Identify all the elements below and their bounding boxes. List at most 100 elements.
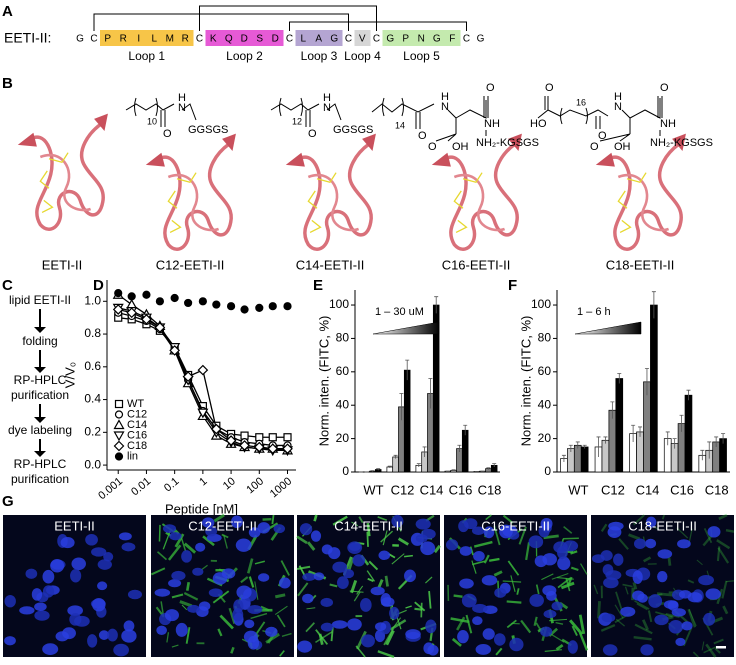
chemical-label: GGSGS — [188, 124, 228, 136]
nucleus — [32, 588, 42, 601]
chemical-bond — [372, 96, 488, 141]
data-point — [284, 434, 291, 441]
x-tick-label: 100 — [244, 475, 266, 496]
nucleus — [529, 594, 544, 607]
chemical-label: N — [323, 102, 331, 114]
x-tick-label: C16 — [670, 482, 694, 497]
residue: C — [196, 34, 203, 45]
nucleus — [347, 541, 362, 554]
nucleus — [244, 619, 254, 628]
nucleus — [42, 643, 58, 655]
membrane-stain — [367, 532, 368, 547]
data-point — [171, 295, 178, 302]
nucleus — [119, 532, 132, 540]
nucleus — [473, 551, 485, 561]
nucleus — [688, 592, 703, 602]
nucleus — [416, 534, 428, 542]
y-axis-label: V/V₀ — [62, 362, 77, 388]
chemical-label: N — [441, 101, 449, 113]
workflow-step: RP-HPLC — [14, 457, 67, 471]
data-point — [256, 434, 263, 441]
nucleus — [352, 554, 365, 566]
y-tick-label: 1.0 — [84, 293, 101, 307]
membrane-stain — [159, 525, 160, 542]
membrane-stain — [634, 582, 636, 589]
chemical-label: OH — [452, 141, 469, 153]
data-point — [199, 298, 206, 305]
membrane-stain — [275, 595, 285, 597]
residue: A — [315, 34, 322, 45]
residue: R — [120, 34, 127, 45]
x-tick-label: C18 — [478, 482, 502, 497]
nucleus — [535, 555, 548, 567]
membrane-stain — [404, 556, 413, 557]
data-point — [269, 303, 276, 310]
nucleus — [640, 644, 653, 655]
structure-name: C14-EETI-II — [296, 257, 365, 272]
data-point — [143, 291, 150, 298]
workflow-step: purification — [11, 472, 69, 486]
residue: F — [449, 34, 455, 45]
y-tick-label: 40 — [336, 397, 350, 411]
workflow-step: folding — [22, 334, 57, 348]
nucleus — [361, 634, 375, 647]
y-tick-label: 0.8 — [84, 326, 101, 340]
membrane-stain — [386, 576, 388, 587]
scale-bar — [716, 646, 726, 649]
residue: S — [256, 34, 263, 45]
legend-marker — [115, 442, 124, 451]
nucleus — [420, 541, 435, 555]
panel-label: A — [2, 3, 13, 20]
nucleus — [483, 628, 495, 639]
nucleus — [163, 524, 176, 533]
nucleus — [213, 572, 228, 584]
data-point — [241, 432, 248, 439]
nucleus — [258, 522, 271, 533]
nucleus — [4, 636, 16, 645]
chemical-label: GGSGS — [333, 124, 373, 136]
residue: N — [418, 34, 425, 45]
chemical-label: 12 — [292, 116, 302, 126]
residue: D — [241, 34, 248, 45]
nucleus — [247, 605, 262, 614]
nucleus — [669, 620, 684, 634]
nucleus — [332, 620, 348, 629]
chemical-label: 14 — [395, 120, 405, 130]
y-tick-label: 100 — [531, 297, 551, 311]
nucleus — [236, 539, 252, 552]
nucleus — [620, 607, 635, 617]
nucleus — [34, 603, 47, 611]
nucleus — [85, 534, 98, 546]
bar — [404, 370, 410, 472]
data-point — [269, 434, 276, 441]
x-tick-label: 0.01 — [129, 475, 153, 498]
nucleus — [19, 606, 34, 614]
nucleus — [664, 600, 678, 609]
chemical-label: O — [418, 130, 427, 142]
membrane-stain — [669, 557, 670, 565]
nucleus — [708, 526, 721, 537]
y-tick-label: 0.0 — [84, 457, 101, 471]
legend-label: lin — [127, 450, 138, 462]
bar — [602, 440, 609, 472]
y-tick-label: 20 — [538, 431, 552, 445]
bar — [637, 432, 644, 472]
nucleus — [494, 633, 506, 645]
nucleus — [602, 613, 615, 622]
residue: C — [463, 34, 470, 45]
y-tick-label: 80 — [336, 331, 350, 345]
data-point — [115, 290, 122, 297]
nucleus — [176, 623, 188, 637]
nucleus — [70, 569, 81, 582]
data-point — [241, 306, 248, 313]
residue: G — [330, 34, 338, 45]
residue: C — [286, 34, 293, 45]
residue: M — [166, 34, 174, 45]
legend-marker — [116, 411, 123, 418]
arrow-head — [34, 327, 46, 333]
nucleus — [302, 594, 313, 604]
nucleus — [314, 572, 324, 580]
bar — [462, 430, 468, 472]
nucleus — [328, 547, 340, 559]
sequence-label: EETI-II: — [4, 30, 51, 46]
